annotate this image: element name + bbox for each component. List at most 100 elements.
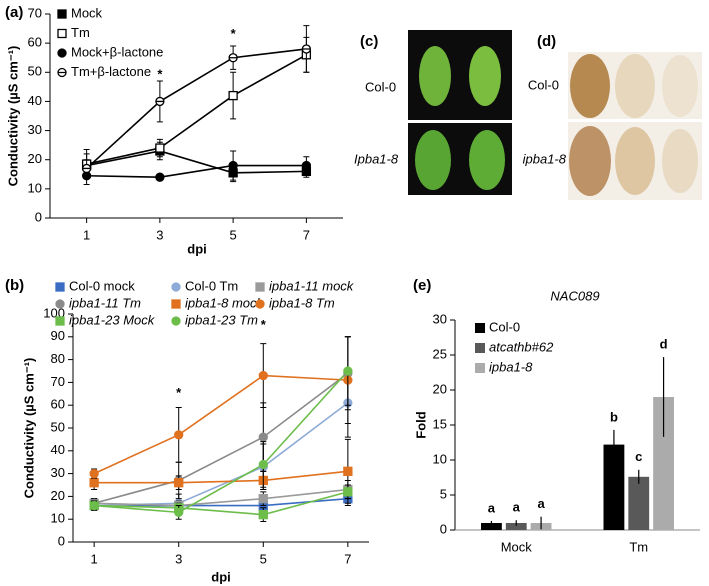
significance-letter: d <box>660 337 668 352</box>
marker <box>228 160 238 171</box>
leaf <box>570 54 610 118</box>
legend-marker <box>475 363 485 373</box>
series-line <box>94 491 349 516</box>
marker <box>258 370 268 381</box>
series-line <box>93 374 348 475</box>
series-line <box>94 402 349 507</box>
marker <box>301 160 312 171</box>
photo-label: Col-0 <box>528 77 559 92</box>
marker <box>89 468 99 479</box>
series-line <box>94 488 348 507</box>
series-line <box>94 370 349 514</box>
marker <box>343 487 353 497</box>
marker <box>301 44 312 54</box>
x-tick-label: 1 <box>91 551 98 566</box>
legend-marker <box>55 282 65 292</box>
series-line <box>94 470 348 484</box>
leaf <box>615 127 655 195</box>
y-tick-label: 50 <box>28 64 42 79</box>
panel-label: (b) <box>5 277 24 294</box>
marker <box>89 478 99 488</box>
marker <box>258 509 268 520</box>
bar <box>505 523 527 530</box>
y-tick-label: 0 <box>440 521 447 536</box>
legend-label: atcathb#62 <box>489 339 554 354</box>
marker <box>155 143 165 153</box>
annotation: * <box>261 317 267 332</box>
series-line <box>86 150 307 174</box>
legend-marker <box>57 48 67 58</box>
legend-label: Col-0 <box>489 319 520 334</box>
marker <box>258 494 268 504</box>
marker <box>343 366 353 376</box>
y-tick-label: 20 <box>28 151 42 166</box>
marker <box>81 163 92 174</box>
y-tick-label: 5 <box>440 486 447 501</box>
legend-marker <box>57 28 67 39</box>
legend-marker <box>55 316 65 326</box>
photo-panel-d: (d) Col-0 ipba1-8 <box>523 33 702 200</box>
y-axis-label: Conductivity (µS cm⁻¹) <box>5 46 20 187</box>
panel-label: (c) <box>360 33 378 50</box>
photo-panel-c: (c) Col-0 Ipba1-8 <box>354 30 512 195</box>
leaf <box>415 130 451 190</box>
legend-label: ipba1-11 Tm <box>69 295 141 310</box>
chart-title: NAC089 <box>550 288 599 303</box>
panel-label: (d) <box>537 33 556 50</box>
annotation: * <box>176 385 182 400</box>
panel-label: (e) <box>413 277 431 294</box>
bar <box>481 523 502 530</box>
y-tick-label: 0 <box>58 533 65 548</box>
annotation: * <box>231 26 237 41</box>
series-line <box>86 48 307 170</box>
leaf <box>662 55 698 117</box>
y-axis-label: Fold <box>413 411 428 438</box>
significance-letter: a <box>513 500 521 515</box>
leaf <box>419 46 451 106</box>
legend-label: Tm+β-lactone <box>71 64 151 79</box>
y-tick-label: 30 <box>51 465 65 480</box>
marker <box>89 500 99 511</box>
marker <box>174 478 184 488</box>
legend-label: Mock+β-lactone <box>71 44 163 59</box>
legend-label: ipba1-8 Tm <box>269 295 335 310</box>
legend-label: ipba1-23 Tm <box>185 312 258 327</box>
legend-label: Col-0 mock <box>69 278 135 293</box>
y-tick-label: 70 <box>28 5 42 20</box>
y-tick-label: 30 <box>433 311 447 326</box>
leaf <box>662 129 698 193</box>
x-tick-label: 5 <box>260 551 267 566</box>
marker <box>228 90 238 101</box>
marker <box>155 96 165 107</box>
series-line <box>86 54 307 165</box>
x-axis-label: dpi <box>211 569 231 584</box>
panel-label: (a) <box>5 4 23 21</box>
bar <box>603 444 625 530</box>
x-tick-label: 5 <box>230 227 237 242</box>
marker <box>155 172 165 182</box>
y-tick-label: 30 <box>28 122 42 137</box>
marker <box>343 466 353 476</box>
significance-letter: b <box>610 409 618 424</box>
leaf <box>569 126 611 196</box>
y-tick-label: 60 <box>51 397 65 412</box>
x-tick-label: 3 <box>156 227 163 242</box>
y-tick-label: 10 <box>51 511 65 526</box>
x-tick-label: Tm <box>629 539 648 554</box>
legend-marker <box>475 343 485 353</box>
y-tick-label: 50 <box>51 419 65 434</box>
y-tick-label: 20 <box>433 381 447 396</box>
legend-marker <box>171 316 181 326</box>
legend-marker <box>171 282 181 292</box>
marker <box>174 430 184 440</box>
bar <box>653 397 674 530</box>
y-tick-label: 90 <box>51 328 65 343</box>
legend-label: ipba1-23 Mock <box>69 312 156 327</box>
legend-label: ipba1-8 <box>489 359 533 374</box>
y-tick-label: 80 <box>51 351 65 366</box>
legend-marker <box>255 282 265 292</box>
x-tick-label: Mock <box>501 539 533 554</box>
marker <box>228 53 238 63</box>
y-axis-label: Conductivity (µS cm⁻¹) <box>21 358 36 499</box>
